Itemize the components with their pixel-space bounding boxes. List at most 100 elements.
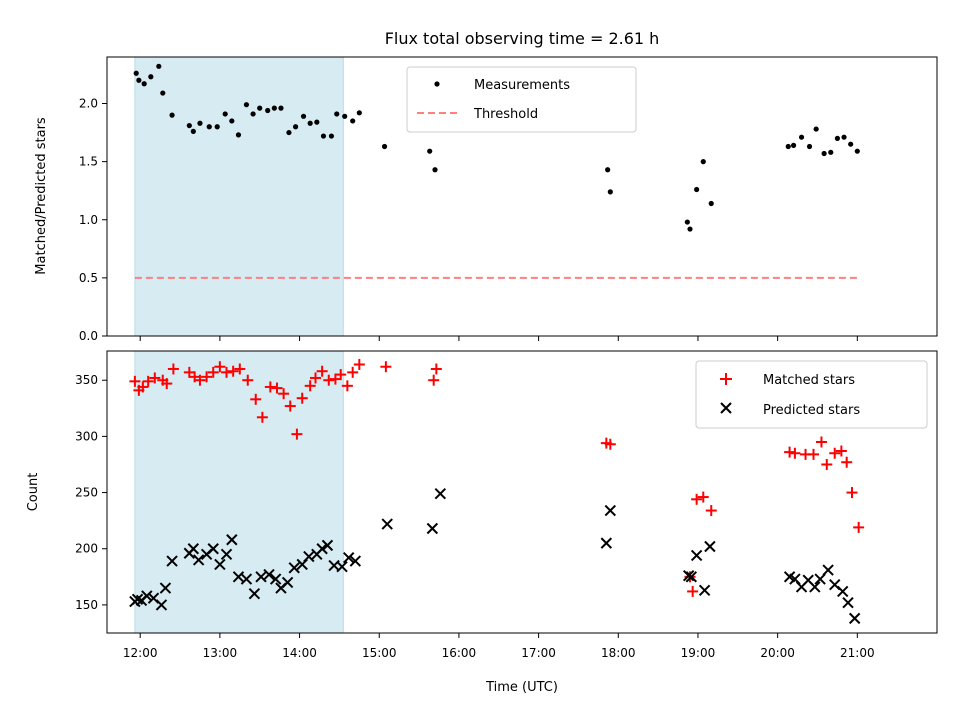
top-y-tick-label: 1.0 bbox=[79, 213, 98, 227]
measurement-point bbox=[798, 134, 805, 140]
matched-star-point bbox=[284, 400, 296, 412]
predicted-star-point bbox=[704, 540, 716, 553]
measurement-point bbox=[300, 113, 307, 119]
x-tick-label: 21:00 bbox=[840, 646, 875, 660]
predicted-star-point bbox=[248, 587, 261, 600]
predicted-star-point bbox=[604, 504, 617, 517]
measurement-point bbox=[607, 189, 613, 195]
measurement-point bbox=[694, 186, 700, 193]
predicted-star-point bbox=[682, 569, 695, 582]
measurement-point bbox=[381, 143, 388, 150]
predicted-star-point bbox=[809, 581, 821, 593]
matched-star-point bbox=[201, 371, 213, 383]
matched-star-point bbox=[227, 365, 239, 377]
predicted-star-point bbox=[316, 543, 328, 555]
predicted-star-point bbox=[600, 537, 613, 549]
measurement-point bbox=[235, 132, 242, 138]
matched-star-point bbox=[697, 491, 709, 503]
predicted-star-point bbox=[240, 573, 253, 585]
matched-star-point bbox=[323, 374, 335, 386]
bottom-legend-box bbox=[695, 360, 928, 429]
matched-legend-label: Matched stars bbox=[763, 373, 855, 388]
measurements-legend-label: Measurements bbox=[474, 78, 570, 93]
x-tick-label: 12:00 bbox=[123, 646, 158, 660]
measurement-point bbox=[605, 167, 611, 173]
measurement-point bbox=[687, 226, 693, 232]
top-y-axis-label: Matched/Predicted stars bbox=[34, 117, 49, 275]
chart-title: Flux total observing time = 2.61 h bbox=[385, 29, 660, 48]
matched-star-point bbox=[347, 366, 359, 378]
top-panel: 0.00.51.01.52.0 Matched/Predicted stars … bbox=[34, 56, 938, 343]
predicted-star-point bbox=[822, 564, 834, 576]
matched-star-point bbox=[846, 487, 858, 499]
bot-y-tick-label: 300 bbox=[75, 429, 98, 443]
bottom-y-ticks: 150 200 250 300 350 bbox=[75, 373, 107, 612]
threshold-legend-label: Threshold bbox=[473, 107, 538, 122]
measurement-point bbox=[214, 124, 220, 130]
matched-star-point bbox=[341, 380, 353, 392]
x-tick-label: 17:00 bbox=[521, 646, 556, 660]
predicted-star-point bbox=[814, 573, 826, 585]
x-tick-label: 14:00 bbox=[282, 646, 317, 660]
matched-star-point bbox=[256, 411, 268, 423]
top-highlight-span bbox=[134, 56, 344, 337]
predicted-star-point bbox=[281, 576, 294, 589]
predicted-star-point bbox=[263, 568, 275, 581]
predicted-star-point bbox=[698, 584, 711, 597]
predicted-star-point bbox=[131, 593, 144, 606]
measurement-point bbox=[197, 120, 203, 126]
matched-star-point bbox=[278, 388, 290, 400]
matched-star-point bbox=[296, 392, 308, 404]
measurement-point bbox=[190, 128, 196, 134]
predicted-star-point bbox=[690, 549, 703, 562]
predicted-star-point bbox=[226, 534, 238, 546]
matched-star-point bbox=[264, 381, 276, 393]
measurement-point bbox=[265, 107, 271, 114]
predicted-star-point bbox=[214, 558, 226, 571]
measurement-point bbox=[848, 141, 854, 147]
matched-star-point bbox=[129, 375, 141, 387]
predicted-star-point bbox=[155, 599, 168, 611]
matched-star-point bbox=[137, 381, 149, 393]
measurement-point bbox=[708, 200, 714, 207]
predicted-legend-label: Predicted stars bbox=[763, 403, 860, 418]
predicted-star-point bbox=[848, 612, 861, 625]
matched-star-point bbox=[316, 365, 328, 377]
top-y-ticks: 0.0 0.5 1.0 1.5 2.0 bbox=[79, 97, 107, 343]
measurement-point bbox=[356, 110, 362, 116]
matched-star-point bbox=[691, 493, 703, 505]
matched-star-point bbox=[291, 428, 303, 440]
measurement-point bbox=[156, 63, 162, 69]
measurement-point bbox=[133, 70, 139, 76]
x-tick-label: 13:00 bbox=[203, 646, 238, 660]
measurement-point bbox=[206, 124, 212, 130]
bottom-panel: 12:00 13:00 14:00 15:00 16:00 17:00 18:00 19:00… bbox=[26, 350, 938, 695]
predicted-star-point bbox=[342, 552, 355, 564]
bot-y-tick-label: 200 bbox=[75, 542, 98, 556]
measurement-point bbox=[828, 149, 834, 155]
predicted-star-point bbox=[434, 487, 447, 500]
measurement-point bbox=[278, 105, 284, 111]
measurement-point bbox=[314, 119, 320, 125]
matched-star-point bbox=[353, 358, 365, 370]
predicted-star-point bbox=[685, 571, 698, 583]
matched-star-point bbox=[214, 361, 226, 373]
matched-star-point bbox=[829, 447, 841, 459]
measurement-point bbox=[148, 74, 154, 80]
top-measurement-points bbox=[133, 63, 860, 232]
predicted-star-point bbox=[381, 518, 393, 530]
predicted-star-point bbox=[321, 539, 334, 552]
matched-star-point bbox=[271, 382, 283, 394]
matched-star-point bbox=[221, 366, 233, 378]
predicted-star-point bbox=[842, 596, 854, 609]
bottom-axes-frame bbox=[106, 350, 938, 634]
predicted-star-point bbox=[159, 582, 172, 594]
measurement-point bbox=[186, 122, 192, 129]
matched-star-point bbox=[250, 393, 262, 405]
matched-star-point bbox=[784, 446, 796, 458]
matched-star-point bbox=[841, 456, 853, 468]
measurement-point bbox=[785, 143, 791, 150]
measurement-point bbox=[821, 150, 827, 157]
top-x-ticks bbox=[139, 336, 858, 341]
predicted-star-point bbox=[269, 573, 282, 585]
